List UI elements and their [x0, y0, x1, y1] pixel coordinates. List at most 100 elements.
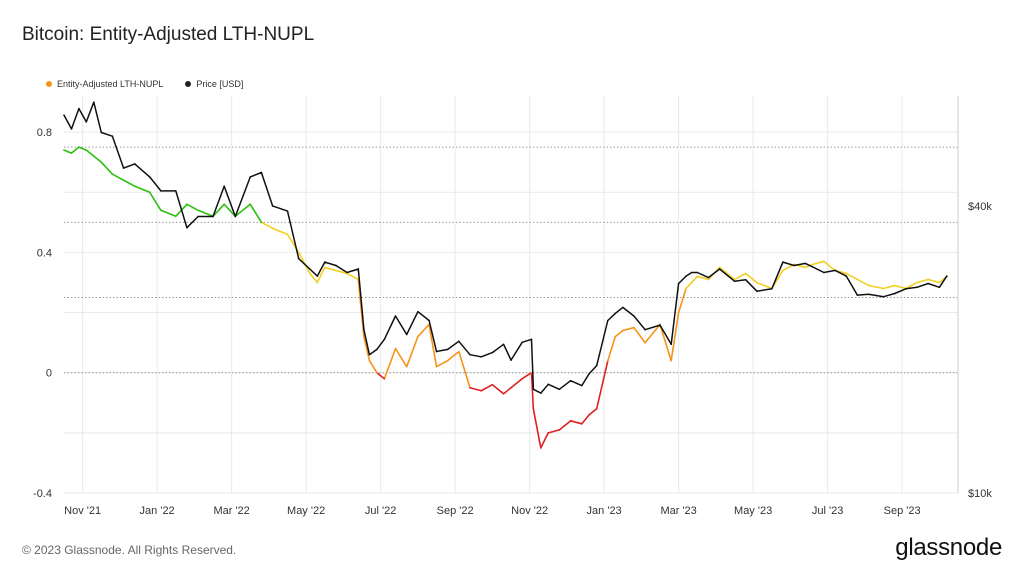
nupl-point	[368, 359, 371, 362]
nupl-point	[480, 389, 483, 392]
price-point	[707, 276, 710, 279]
nupl-line-segment	[85, 149, 95, 157]
nupl-point	[588, 414, 591, 416]
nupl-point	[644, 341, 646, 344]
nupl-point	[174, 215, 177, 218]
legend-dot-nupl	[46, 81, 52, 87]
price-point	[580, 384, 583, 387]
nupl-line-segment	[446, 350, 460, 362]
nupl-point	[916, 281, 918, 284]
price-point	[260, 171, 263, 174]
price-point	[70, 128, 73, 130]
nupl-point	[70, 152, 73, 154]
nupl-point	[707, 278, 710, 281]
price-point	[690, 271, 693, 274]
nupl-line-segment	[271, 227, 289, 236]
nupl-line-segment	[532, 407, 542, 449]
nupl-line-segment	[363, 335, 371, 362]
nupl-line-segment	[197, 209, 214, 218]
nupl-point	[100, 161, 103, 163]
nupl-line-segment	[718, 266, 736, 281]
price-point	[363, 328, 365, 331]
price-point	[547, 383, 550, 386]
price-point	[834, 269, 836, 272]
nupl-point	[446, 359, 449, 362]
y-left-tick-label: -0.4	[33, 488, 52, 500]
nupl-line-segment	[394, 347, 408, 368]
nupl-line-segment	[383, 347, 397, 380]
nupl-line-segment	[558, 420, 572, 431]
x-tick-label: Nov '22	[511, 505, 548, 517]
price-point	[234, 215, 237, 218]
price-point	[405, 333, 408, 336]
nupl-line-segment	[148, 191, 162, 212]
y-left-tick-label: 0.8	[37, 127, 52, 139]
price-point	[733, 280, 736, 283]
nupl-point	[621, 329, 624, 332]
nupl-line-segment	[614, 329, 624, 338]
legend-dot-price	[185, 81, 192, 87]
price-point	[335, 264, 337, 267]
nupl-line-segment	[223, 203, 237, 218]
nupl-point	[595, 407, 598, 410]
price-point	[540, 392, 542, 394]
nupl-line-segment	[510, 377, 523, 389]
x-tick-label: Jul '22	[365, 505, 396, 517]
price-point	[905, 288, 907, 290]
price-point	[186, 226, 188, 229]
x-tick-label: Jan '22	[140, 505, 175, 517]
nupl-line-segment	[249, 203, 263, 224]
nupl-point	[782, 269, 784, 272]
nupl-line-segment	[491, 383, 505, 395]
nupl-point	[938, 281, 941, 284]
nupl-line-segment	[405, 335, 419, 368]
legend-item-price[interactable]: Price [USD]	[185, 79, 243, 89]
legend-item-nupl[interactable]: Entity-Adjusted LTH-NUPL	[46, 79, 163, 89]
nupl-point	[148, 191, 151, 194]
nupl-line-segment	[845, 272, 859, 281]
price-point	[469, 353, 471, 356]
nupl-point	[458, 350, 460, 353]
price-point	[621, 306, 624, 309]
nupl-point	[811, 263, 814, 266]
x-tick-label: May '22	[287, 505, 325, 517]
price-point	[212, 215, 214, 218]
nupl-point	[867, 284, 870, 287]
price-point	[309, 268, 311, 270]
price-point	[63, 114, 65, 116]
price-point	[297, 257, 300, 260]
price-point	[286, 210, 289, 212]
price-point	[696, 271, 699, 274]
price-point	[856, 294, 859, 296]
nupl-line-segment	[469, 386, 483, 392]
nupl-point	[297, 251, 300, 254]
nupl-point	[223, 203, 225, 206]
nupl-line-segment	[100, 161, 114, 175]
nupl-line-segment	[346, 272, 360, 281]
nupl-point	[845, 272, 848, 275]
nupl-point	[804, 266, 807, 269]
nupl-point	[744, 272, 747, 275]
nupl-line-segment	[234, 203, 252, 218]
nupl-point	[502, 392, 505, 395]
price-point	[428, 319, 430, 322]
nupl-line-segment	[916, 278, 930, 284]
price-point	[197, 215, 199, 218]
nupl-line-segment	[63, 149, 73, 154]
nupl-line-segment	[756, 281, 773, 290]
x-tick-label: May '23	[734, 505, 772, 517]
price-point	[595, 364, 598, 367]
nupl-line-segment	[186, 203, 199, 212]
nupl-point	[569, 420, 572, 422]
price-point	[111, 135, 114, 138]
nupl-point	[63, 149, 65, 151]
price-point	[446, 348, 449, 351]
nupl-line-segment	[480, 383, 494, 392]
x-tick-label: Jul '23	[812, 505, 843, 517]
price-point	[782, 261, 784, 263]
price-point	[435, 350, 438, 353]
price-point	[685, 275, 687, 277]
price-point	[811, 266, 814, 268]
price-point	[160, 190, 162, 192]
